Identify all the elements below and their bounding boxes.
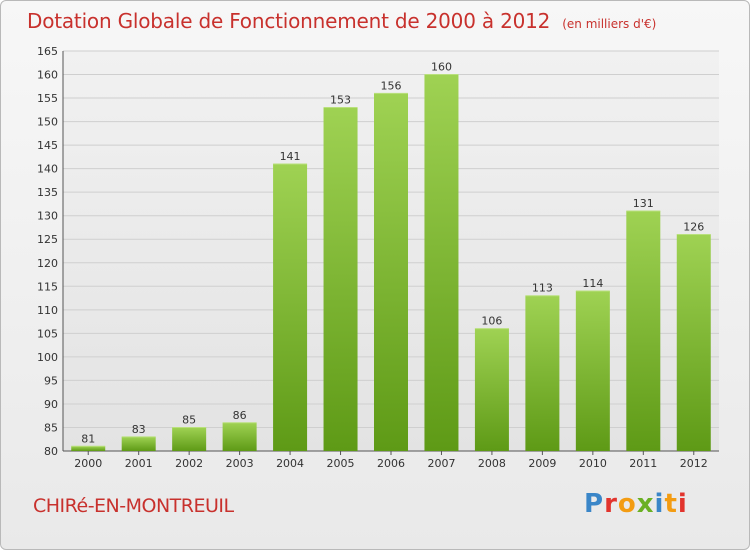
y-tick-label: 145 bbox=[37, 139, 58, 152]
y-tick-label: 155 bbox=[37, 92, 58, 105]
bar bbox=[575, 291, 610, 451]
bar bbox=[71, 446, 106, 451]
bar bbox=[424, 74, 459, 451]
bar-value-label: 106 bbox=[481, 315, 502, 328]
y-tick-label: 160 bbox=[37, 69, 58, 82]
x-tick-label: 2010 bbox=[579, 457, 607, 470]
y-tick-label: 130 bbox=[37, 210, 58, 223]
y-tick-label: 120 bbox=[37, 257, 58, 270]
x-tick-label: 2006 bbox=[377, 457, 405, 470]
y-tick-label: 85 bbox=[44, 421, 58, 434]
chart-unit-note: (en milliers d'€) bbox=[562, 17, 657, 31]
bar-value-label: 160 bbox=[431, 61, 452, 74]
bar bbox=[626, 211, 661, 451]
chart-title: Dotation Globale de Fonctionnement de 20… bbox=[27, 9, 656, 33]
y-tick-label: 95 bbox=[44, 374, 58, 387]
y-tick-label: 150 bbox=[37, 116, 58, 129]
bar-value-label: 81 bbox=[81, 432, 95, 445]
x-tick-label: 2004 bbox=[276, 457, 304, 470]
y-tick-label: 135 bbox=[37, 186, 58, 199]
x-tick-label: 2011 bbox=[629, 457, 657, 470]
y-tick-label: 105 bbox=[37, 327, 58, 340]
y-tick-label: 125 bbox=[37, 233, 58, 246]
bar bbox=[222, 422, 257, 451]
y-tick-label: 140 bbox=[37, 163, 58, 176]
commune-name: CHIRé-EN-MONTREUIL bbox=[33, 495, 234, 517]
bar bbox=[676, 234, 711, 451]
bar bbox=[323, 107, 358, 452]
y-tick-label: 80 bbox=[44, 445, 58, 458]
bar-value-label: 86 bbox=[233, 409, 247, 422]
bar-value-label: 83 bbox=[132, 423, 146, 436]
bar-value-label: 141 bbox=[280, 150, 301, 163]
bar bbox=[121, 436, 156, 451]
bar-value-label: 131 bbox=[633, 197, 654, 210]
bar-value-label: 156 bbox=[381, 79, 402, 92]
bar bbox=[172, 427, 207, 451]
x-tick-label: 2001 bbox=[125, 457, 153, 470]
bar-value-label: 85 bbox=[182, 413, 196, 426]
bar-value-label: 126 bbox=[683, 221, 704, 234]
y-tick-label: 90 bbox=[44, 398, 58, 411]
x-tick-label: 2009 bbox=[528, 457, 556, 470]
bar-value-label: 114 bbox=[582, 277, 603, 290]
bar bbox=[525, 295, 560, 451]
x-tick-label: 2003 bbox=[226, 457, 254, 470]
x-tick-label: 2012 bbox=[680, 457, 708, 470]
chart-title-text: Dotation Globale de Fonctionnement de 20… bbox=[27, 9, 551, 33]
x-tick-label: 2000 bbox=[74, 457, 102, 470]
y-tick-label: 115 bbox=[37, 280, 58, 293]
x-tick-label: 2008 bbox=[478, 457, 506, 470]
x-tick-label: 2007 bbox=[427, 457, 455, 470]
y-tick-label: 165 bbox=[37, 45, 58, 58]
proxiti-logo: Proxiti bbox=[584, 489, 688, 519]
bar bbox=[273, 163, 308, 452]
bar bbox=[474, 328, 509, 451]
bar-value-label: 153 bbox=[330, 93, 351, 106]
x-tick-label: 2005 bbox=[327, 457, 355, 470]
y-tick-label: 110 bbox=[37, 304, 58, 317]
bar bbox=[374, 93, 408, 452]
y-tick-label: 100 bbox=[37, 351, 58, 364]
bar-value-label: 113 bbox=[532, 282, 553, 295]
x-tick-label: 2002 bbox=[175, 457, 203, 470]
